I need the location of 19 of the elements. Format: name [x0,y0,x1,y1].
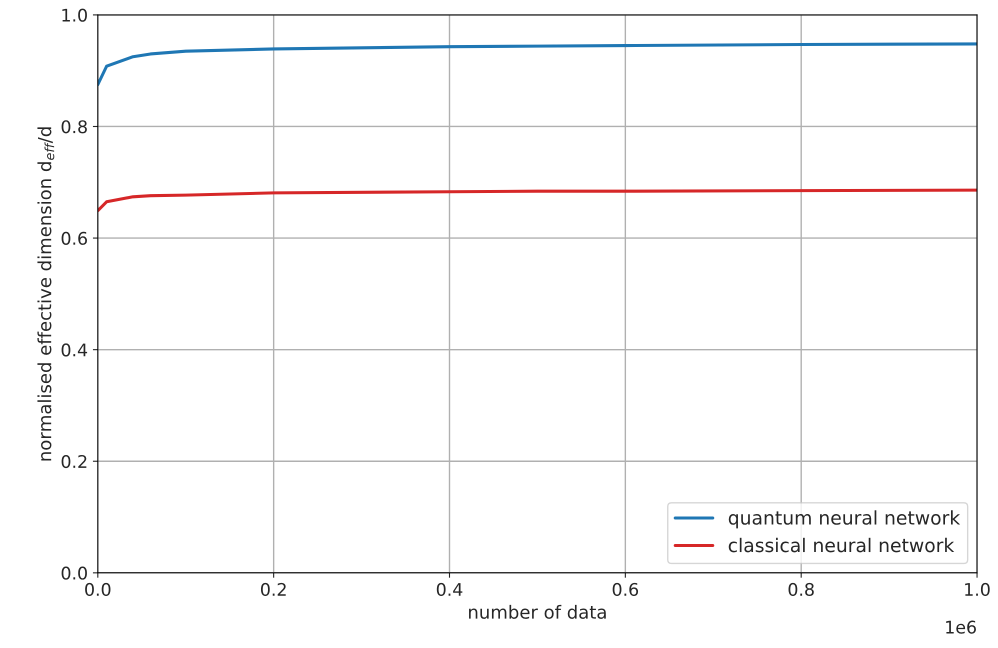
x-tick-label: 0.2 [260,582,286,596]
x-axis-title: number of data [469,604,606,619]
text: 1e6 [946,620,976,634]
legend-label: classical neural network [728,538,954,552]
x-tick-label: 0.0 [85,582,110,596]
y-tick-label: 1.0 [62,8,87,22]
y-tick-label: 0.4 [62,343,88,357]
y-tick-label: 0.6 [62,232,87,245]
legend-label: quantum neural network [728,510,960,528]
line-series [98,42,978,86]
line-series [98,188,978,212]
x-tick-label: 0.4 [436,582,462,596]
x-tick-label: 1.0 [965,582,990,596]
y-tick-label: 0.0 [62,566,87,580]
y-tick-label: 0.8 [62,120,87,134]
x-tick-label: 0.8 [788,582,814,596]
y-tick-label: 0.2 [62,454,86,468]
y-axis-title: normalised effective dimension d$_{eff}$/d [37,127,54,461]
x-tick-label: 0.6 [612,582,638,596]
